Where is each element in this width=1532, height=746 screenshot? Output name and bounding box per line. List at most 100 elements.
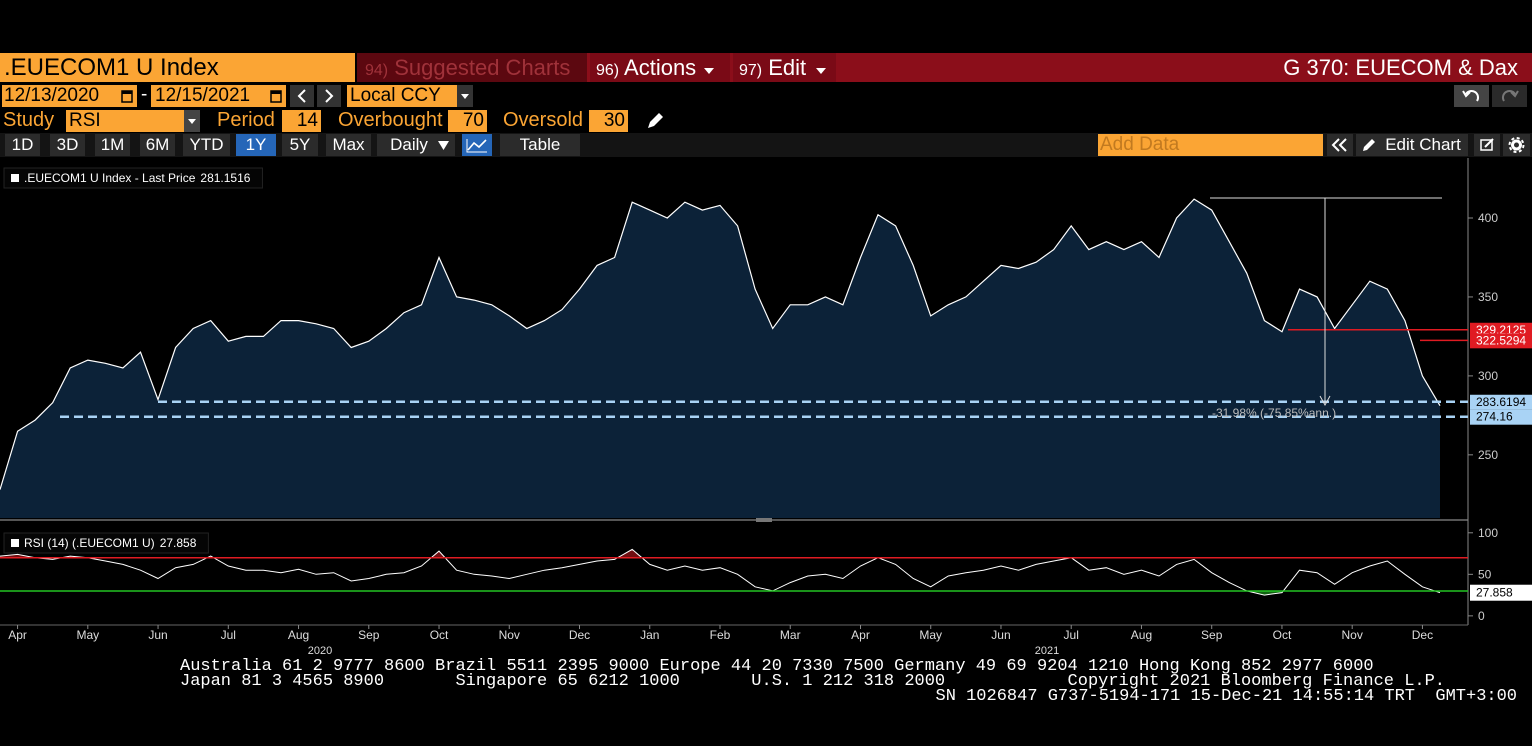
annotation-text: -31.98% (-75.85%ann.) bbox=[1212, 406, 1336, 420]
legend-value: 27.858 bbox=[160, 536, 197, 550]
date-text: 12/15/2021 bbox=[155, 85, 251, 106]
date-separator: - bbox=[141, 84, 148, 105]
edit-chart-text: Edit Chart bbox=[1385, 135, 1461, 154]
chart-type-button[interactable] bbox=[462, 134, 492, 156]
date-text: 12/13/2020 bbox=[4, 85, 100, 106]
range-button[interactable]: 5Y bbox=[282, 134, 318, 156]
level-label: 322.5294 bbox=[1476, 333, 1526, 347]
dropdown-button[interactable] bbox=[457, 85, 473, 107]
y-tick-label: 300 bbox=[1478, 369, 1498, 383]
add-data-field[interactable]: Add Data bbox=[1098, 134, 1323, 156]
y-tick-label: 400 bbox=[1478, 211, 1498, 225]
range-button[interactable]: 1D bbox=[5, 134, 40, 156]
legend: .EUECOM1 U Index - Last Price 281.1516 bbox=[3, 167, 263, 189]
y-tick-label: 250 bbox=[1478, 448, 1498, 462]
menu-item[interactable]: 96) Actions bbox=[590, 53, 730, 82]
level-label: 274.16 bbox=[1476, 410, 1513, 424]
range-button[interactable]: Max bbox=[326, 134, 371, 156]
start-date[interactable]: 12/13/2020 bbox=[2, 85, 137, 107]
oversold-field[interactable]: 30 bbox=[589, 110, 628, 132]
overbought-label: Overbought bbox=[338, 109, 443, 131]
frequency-button[interactable]: Daily bbox=[377, 134, 455, 156]
menu-number: 96) bbox=[596, 62, 620, 79]
x-tick-label: Nov bbox=[1342, 628, 1363, 642]
legend-name: .EUECOM1 U Index - Last Price bbox=[24, 171, 196, 185]
last-value-box bbox=[1470, 584, 1532, 601]
x-tick-label: Dec bbox=[569, 628, 590, 642]
x-tick-label: Jun bbox=[991, 628, 1010, 642]
x-tick-label: Mar bbox=[780, 628, 801, 642]
dropdown-icon bbox=[816, 68, 827, 74]
edit-chart-button[interactable]: Edit Chart bbox=[1356, 134, 1468, 156]
dropdown-icon bbox=[704, 68, 715, 74]
year-label: 2021 bbox=[1035, 645, 1059, 657]
period-field[interactable]: 14 bbox=[282, 110, 321, 132]
collapse-button[interactable] bbox=[1327, 134, 1353, 156]
range-button[interactable]: YTD bbox=[183, 134, 230, 156]
level-label: 283.6194 bbox=[1476, 395, 1526, 409]
resize-handle[interactable] bbox=[756, 518, 772, 522]
rsi-line bbox=[0, 548, 1441, 596]
x-tick-label: Aug bbox=[1131, 628, 1152, 642]
x-tick-label: Nov bbox=[499, 628, 520, 642]
security-field[interactable]: .EUECOM1 U Index bbox=[0, 53, 355, 82]
y-tick-label: 100 bbox=[1478, 526, 1498, 540]
calendar-icon bbox=[270, 90, 282, 103]
price-line bbox=[0, 198, 1441, 490]
legend-box bbox=[3, 532, 209, 554]
x-tick-label: Apr bbox=[8, 628, 27, 642]
menu-number: 94) bbox=[365, 62, 389, 79]
legend-value: 281.1516 bbox=[200, 171, 250, 185]
period-label: Period bbox=[217, 109, 275, 131]
annotation-arrowhead bbox=[1319, 395, 1331, 407]
menu-item[interactable]: 97) Edit bbox=[733, 53, 836, 82]
range-button[interactable]: 1M bbox=[95, 134, 130, 156]
pencil-icon bbox=[1363, 139, 1375, 151]
level-label-box bbox=[1470, 394, 1532, 410]
undo-redo[interactable] bbox=[1454, 85, 1530, 107]
x-tick-label: Aug bbox=[288, 628, 309, 642]
footer-line: Australia 61 2 9777 8600 Brazil 5511 239… bbox=[180, 657, 1374, 676]
x-tick-label: Jan bbox=[640, 628, 659, 642]
y-tick-label: 350 bbox=[1478, 290, 1498, 304]
study-field[interactable]: RSI bbox=[66, 110, 184, 132]
y-tick-label: 50 bbox=[1478, 567, 1492, 581]
table-button[interactable]: Table bbox=[500, 134, 580, 156]
dropdown-button[interactable] bbox=[184, 110, 200, 132]
nav-buttons[interactable] bbox=[290, 85, 342, 107]
x-tick-label: Sep bbox=[1201, 628, 1223, 642]
end-date[interactable]: 12/15/2021 bbox=[151, 85, 286, 107]
menu-item[interactable]: 94) Suggested Charts bbox=[357, 53, 587, 82]
pencil-icon[interactable] bbox=[645, 111, 665, 131]
menu-label: Actions bbox=[624, 55, 697, 80]
chart: 250 300 350 400 .EUECOM1 U Index - Last Pric… bbox=[0, 158, 1532, 657]
rsi-fill bbox=[0, 549, 1072, 558]
dropdown-icon bbox=[438, 141, 449, 150]
menu-number: 97) bbox=[739, 62, 763, 79]
range-button[interactable]: 6M bbox=[140, 134, 175, 156]
level-label: 329.2125 bbox=[1476, 323, 1526, 337]
menu-label: Edit bbox=[768, 55, 807, 80]
level-label-box bbox=[1470, 333, 1532, 349]
range-button[interactable]: 3D bbox=[50, 134, 85, 156]
x-tick-label: Jun bbox=[148, 628, 167, 642]
overbought-field[interactable]: 70 bbox=[448, 110, 487, 132]
currency-field[interactable]: Local CCY bbox=[347, 85, 457, 107]
toolbar-icons[interactable] bbox=[1474, 134, 1532, 156]
x-tick-label: Feb bbox=[710, 628, 731, 642]
legend-swatch bbox=[11, 539, 19, 547]
x-tick-label: Oct bbox=[430, 628, 449, 642]
x-tick-label: May bbox=[76, 628, 99, 642]
x-tick-label: Oct bbox=[1273, 628, 1292, 642]
x-tick-label: May bbox=[919, 628, 942, 642]
x-tick-label: Dec bbox=[1412, 628, 1433, 642]
year-label: 2020 bbox=[308, 645, 332, 657]
legend-swatch bbox=[11, 174, 19, 182]
range-button[interactable]: 1Y bbox=[236, 134, 276, 156]
footer-line: SN 1026847 G737-5194-171 15-Dec-21 14:55… bbox=[935, 687, 1518, 706]
footer-line: Japan 81 3 4565 8900 Singapore 65 6212 1… bbox=[180, 672, 1446, 691]
page-title: G 370: EUECOM & Dax bbox=[1283, 55, 1518, 80]
oversold-label: Oversold bbox=[503, 109, 584, 131]
legend-box bbox=[3, 167, 263, 189]
